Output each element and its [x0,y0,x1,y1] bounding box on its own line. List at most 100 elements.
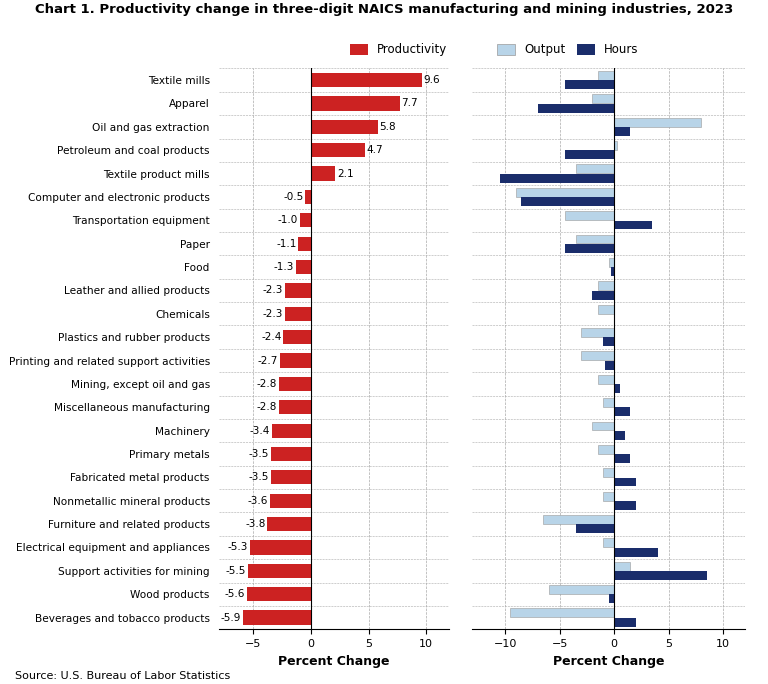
Bar [296,260,311,274]
Text: -2.7: -2.7 [258,356,278,365]
Legend: Output, Hours: Output, Hours [497,44,639,57]
Text: -3.5: -3.5 [249,449,269,459]
Bar [614,548,657,557]
Text: -1.0: -1.0 [277,215,298,225]
Text: -0.5: -0.5 [283,192,303,202]
Bar [598,445,614,453]
Bar [592,94,614,103]
Text: 4.7: 4.7 [367,145,383,155]
Bar [311,166,335,181]
Bar [499,174,614,183]
Bar [614,141,617,150]
Bar [614,384,620,393]
Bar [516,188,614,197]
Text: -5.5: -5.5 [226,566,246,576]
Legend: Productivity: Productivity [350,44,447,57]
Bar [280,354,311,367]
Bar [608,258,614,267]
Bar [565,244,614,253]
Bar [605,360,614,369]
Bar [576,235,614,244]
Bar [598,304,614,313]
Bar [565,150,614,159]
Bar [581,328,614,337]
Bar [267,517,311,531]
Text: -2.3: -2.3 [263,285,283,295]
Bar [598,281,614,290]
Text: -5.6: -5.6 [224,589,245,599]
Text: -2.3: -2.3 [263,308,283,319]
Bar [305,190,311,204]
Text: Source: U.S. Bureau of Labor Statistics: Source: U.S. Bureau of Labor Statistics [15,670,230,681]
Bar [592,421,614,430]
Text: Chart 1. Productivity change in three-digit NAICS manufacturing and mining indus: Chart 1. Productivity change in three-di… [35,3,733,16]
Bar [611,267,614,276]
Bar [576,525,614,534]
Bar [576,164,614,173]
Bar [311,120,378,134]
Bar [608,594,614,603]
Text: 5.8: 5.8 [379,122,396,132]
Bar [538,104,614,113]
X-axis label: Percent Change: Percent Change [278,655,390,668]
Bar [511,609,614,618]
Bar [300,213,311,227]
Bar [272,423,311,438]
Bar [603,398,614,407]
Bar [603,538,614,547]
Text: -5.3: -5.3 [228,542,248,553]
Bar [279,377,311,391]
Text: -3.4: -3.4 [250,425,270,436]
Text: -2.4: -2.4 [261,332,282,342]
Text: 2.1: 2.1 [337,168,353,179]
Bar [565,211,614,220]
Bar [614,571,707,580]
Text: -1.1: -1.1 [276,239,296,249]
Bar [565,80,614,89]
Bar [311,96,399,111]
Text: 7.7: 7.7 [402,98,418,109]
Bar [614,454,631,463]
Bar [614,477,636,486]
Bar [279,400,311,415]
Text: 9.6: 9.6 [423,75,440,85]
Text: -2.8: -2.8 [257,402,277,412]
Bar [598,71,614,80]
Bar [247,564,311,578]
Bar [548,585,614,594]
Bar [298,237,311,251]
Bar [614,501,636,510]
Text: -2.8: -2.8 [257,379,277,389]
Bar [614,127,631,136]
Bar [521,197,614,206]
Bar [614,118,701,127]
Bar [284,283,311,298]
Text: -5.9: -5.9 [221,613,241,622]
Bar [581,352,614,360]
Bar [543,515,614,524]
Bar [603,492,614,501]
Bar [614,220,652,229]
Bar [614,431,625,440]
Bar [284,306,311,321]
Bar [247,587,311,601]
Bar [311,143,365,157]
Bar [270,447,311,461]
Bar [592,291,614,300]
Text: -3.6: -3.6 [247,496,268,505]
Bar [603,469,614,477]
Bar [270,471,311,484]
Bar [614,562,631,570]
Bar [598,375,614,384]
Bar [614,618,636,627]
Bar [243,611,311,624]
Bar [250,540,311,555]
Text: -3.5: -3.5 [249,473,269,482]
X-axis label: Percent Change: Percent Change [553,655,664,668]
Bar [283,330,311,344]
Bar [614,408,631,417]
Bar [270,494,311,508]
Text: -1.3: -1.3 [274,262,294,272]
Bar [603,337,614,346]
Text: -3.8: -3.8 [245,519,266,529]
